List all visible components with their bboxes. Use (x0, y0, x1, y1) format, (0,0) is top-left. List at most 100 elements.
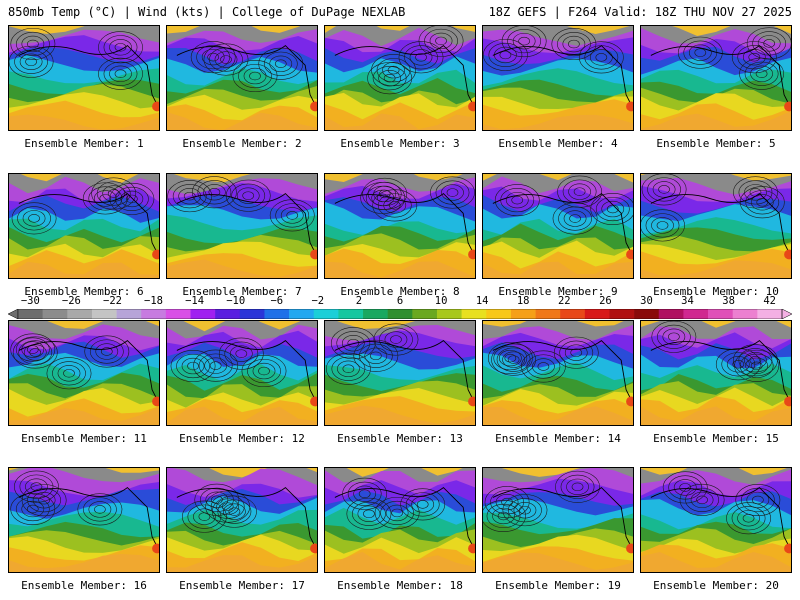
ensemble-member-label: Ensemble Member: 14 (495, 432, 621, 445)
wind-contour (94, 505, 106, 514)
colorbar-segment (683, 309, 709, 319)
wind-contour (358, 343, 393, 368)
wind-contour (520, 350, 566, 383)
wind-contour (744, 184, 767, 201)
ensemble-map-panel (640, 320, 792, 426)
wind-contour (263, 51, 298, 76)
wind-contour (371, 189, 395, 207)
wind-contour (190, 41, 236, 74)
wind-contour (365, 185, 400, 211)
wind-contour (269, 55, 293, 72)
wind-contour (229, 345, 253, 362)
wind-contour (688, 44, 712, 61)
temperature-band (9, 554, 159, 572)
wind-contour (384, 331, 408, 348)
wind-contour (231, 183, 266, 208)
wind-contour (398, 41, 444, 74)
warm-spot (784, 396, 791, 407)
wind-contour (557, 175, 603, 208)
ensemble-map-panel (8, 173, 160, 279)
wind-contour (651, 321, 697, 353)
coastline (176, 45, 316, 105)
wind-contour (258, 366, 270, 376)
wind-contour (10, 333, 56, 366)
colorbar-segment (461, 309, 487, 319)
wind-contour (645, 213, 680, 238)
wind-contour (187, 361, 199, 371)
wind-contour (570, 348, 583, 357)
wind-contour (84, 335, 130, 368)
wind-contour (114, 186, 149, 211)
wind-contour (178, 188, 202, 205)
wind-contour (214, 51, 238, 68)
wind-contour (726, 356, 750, 373)
wind-contour (744, 352, 767, 369)
temperature-band (9, 114, 159, 130)
colorbar-segment (412, 309, 438, 319)
ensemble-map-panel (640, 25, 792, 131)
wind-contour (424, 28, 458, 53)
wind-contour (107, 189, 120, 198)
wind-contour (247, 358, 281, 384)
wind-contour (98, 57, 143, 90)
wind-contour (193, 508, 216, 525)
wind-contour (746, 27, 791, 60)
wind-contour (595, 196, 630, 222)
wind-contour (83, 497, 117, 522)
wind-contour (507, 29, 542, 54)
wind-contour (172, 184, 207, 209)
ensemble-map-panel (482, 467, 634, 573)
coastline (334, 193, 474, 253)
wind-contour (19, 53, 43, 70)
wind-contour (176, 353, 210, 379)
ensemble-map-panel (482, 320, 634, 426)
ensemble-map-panel (640, 173, 792, 279)
ensemble-map-panel (324, 467, 476, 573)
coastline (334, 487, 474, 547)
coastline (18, 45, 158, 105)
wind-contour (416, 500, 429, 509)
wind-contour (197, 180, 232, 205)
wind-contour (532, 358, 555, 375)
warm-spot (310, 396, 317, 407)
colorbar-tick-label: 18 (516, 295, 530, 307)
wind-contour (502, 351, 525, 368)
wind-contour (336, 331, 371, 356)
wind-contour (415, 53, 427, 62)
colorbar-segment (190, 309, 216, 319)
wind-contour (241, 355, 287, 388)
wind-contour (103, 61, 138, 86)
wind-contour (502, 494, 548, 527)
wind-contour (15, 337, 50, 362)
wind-contour (382, 62, 405, 79)
wind-contour (353, 339, 399, 372)
colorbar-segment (510, 309, 536, 319)
ensemble-map-panel (8, 467, 160, 573)
wind-contour (696, 495, 708, 505)
temperature-band (641, 111, 791, 130)
wind-contour (498, 349, 522, 367)
wind-contour (518, 36, 530, 46)
wind-contour (488, 42, 523, 68)
wind-contour (551, 28, 597, 61)
wind-contour (103, 35, 138, 60)
wind-contour (372, 66, 407, 91)
temperature-band (641, 260, 791, 278)
wind-contour (749, 356, 762, 365)
wind-contour (732, 344, 778, 377)
colorbar-segment (141, 309, 167, 319)
coastline (334, 45, 474, 105)
wind-contour (93, 190, 117, 207)
wind-contour (429, 32, 453, 50)
ensemble-map-panel (482, 173, 634, 279)
colorbar-tick-label: 38 (722, 295, 735, 307)
warm-spot (468, 543, 475, 554)
ensemble-member-label: Ensemble Member: 19 (495, 579, 621, 592)
wind-contour (249, 71, 261, 81)
wind-contour (275, 203, 310, 228)
wind-contour (15, 496, 50, 522)
colorbar-segment (313, 309, 339, 319)
wind-contour (26, 345, 39, 354)
warm-spot (152, 396, 159, 407)
wind-contour (337, 360, 360, 377)
